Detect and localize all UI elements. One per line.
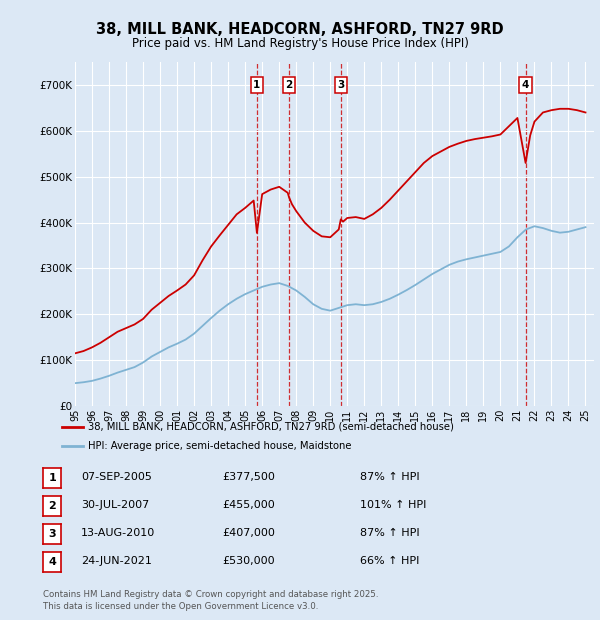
- Text: 30-JUL-2007: 30-JUL-2007: [81, 500, 149, 510]
- Text: 101% ↑ HPI: 101% ↑ HPI: [360, 500, 427, 510]
- Text: 24-JUN-2021: 24-JUN-2021: [81, 556, 152, 566]
- Text: 1: 1: [253, 80, 260, 90]
- Text: 07-SEP-2005: 07-SEP-2005: [81, 472, 152, 482]
- Text: Price paid vs. HM Land Registry's House Price Index (HPI): Price paid vs. HM Land Registry's House …: [131, 37, 469, 50]
- Text: £455,000: £455,000: [222, 500, 275, 510]
- Text: 3: 3: [337, 80, 344, 90]
- Text: 38, MILL BANK, HEADCORN, ASHFORD, TN27 9RD (semi-detached house): 38, MILL BANK, HEADCORN, ASHFORD, TN27 9…: [88, 422, 454, 432]
- Text: £530,000: £530,000: [222, 556, 275, 566]
- Text: 3: 3: [49, 529, 56, 539]
- Text: 87% ↑ HPI: 87% ↑ HPI: [360, 528, 419, 538]
- Text: 66% ↑ HPI: 66% ↑ HPI: [360, 556, 419, 566]
- Text: HPI: Average price, semi-detached house, Maidstone: HPI: Average price, semi-detached house,…: [88, 441, 352, 451]
- Text: £377,500: £377,500: [222, 472, 275, 482]
- Text: 4: 4: [48, 557, 56, 567]
- Text: 38, MILL BANK, HEADCORN, ASHFORD, TN27 9RD: 38, MILL BANK, HEADCORN, ASHFORD, TN27 9…: [96, 22, 504, 37]
- Text: £407,000: £407,000: [222, 528, 275, 538]
- Text: 2: 2: [49, 501, 56, 511]
- Text: 1: 1: [49, 473, 56, 483]
- Text: Contains HM Land Registry data © Crown copyright and database right 2025.
This d: Contains HM Land Registry data © Crown c…: [43, 590, 379, 611]
- Text: 2: 2: [286, 80, 293, 90]
- Text: 87% ↑ HPI: 87% ↑ HPI: [360, 472, 419, 482]
- Text: 13-AUG-2010: 13-AUG-2010: [81, 528, 155, 538]
- Text: 4: 4: [522, 80, 529, 90]
